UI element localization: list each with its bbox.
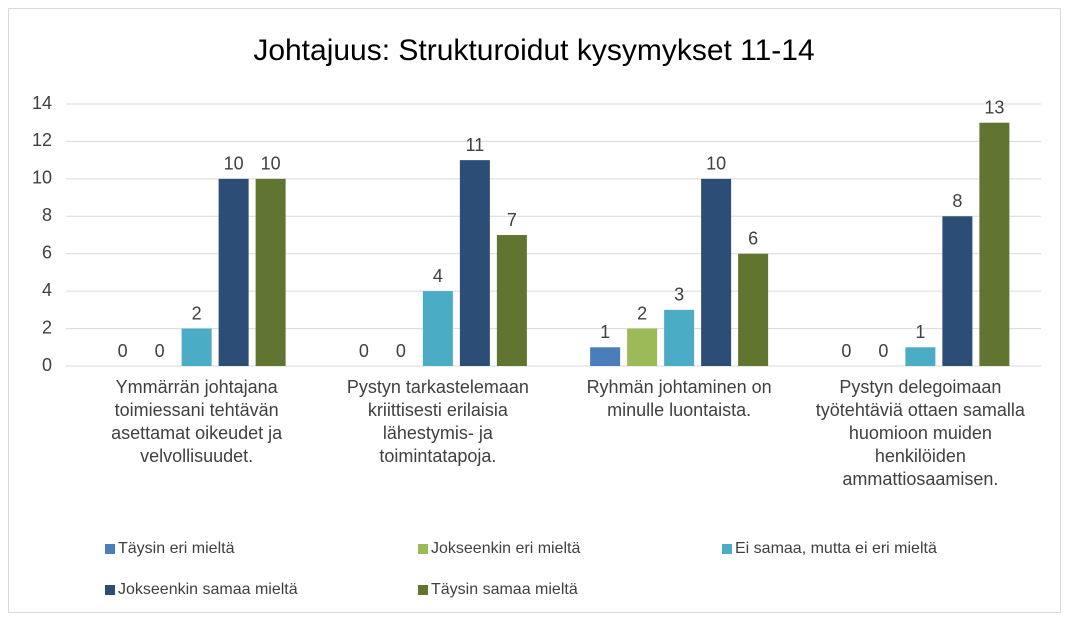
legend-swatch (105, 544, 115, 554)
bar (459, 160, 490, 366)
value-label: 13 (984, 97, 1004, 117)
value-label: 0 (359, 341, 369, 361)
bar (905, 347, 936, 366)
value-label: 10 (224, 154, 244, 174)
x-tick-label: Ryhmän johtaminen on minulle luontaista. (586, 377, 772, 420)
legend-swatch (418, 544, 428, 554)
bar (627, 328, 658, 366)
bar (422, 291, 453, 366)
value-label: 2 (192, 303, 202, 323)
legend-label: Jokseenkin eri mieltä (431, 540, 581, 557)
value-label: 2 (637, 303, 647, 323)
y-tick-label: 8 (42, 205, 52, 225)
legend-swatch (105, 585, 115, 595)
value-label: 0 (841, 341, 851, 361)
value-label: 11 (466, 135, 485, 155)
bar (218, 178, 249, 366)
chart-title: Johtajuus: Strukturoidut kysymykset 11-1… (253, 34, 814, 67)
value-label: 3 (674, 285, 684, 305)
x-tick-label: Pystyn tarkastelemaan kriittisesti erila… (346, 377, 529, 466)
bar (942, 216, 973, 366)
y-tick-label: 4 (42, 280, 52, 300)
y-tick-label: 0 (42, 355, 52, 375)
value-label: 10 (261, 154, 281, 174)
legend-swatch (418, 585, 428, 595)
bar (738, 253, 769, 366)
chart-border (8, 8, 1061, 613)
y-tick-label: 12 (32, 130, 52, 150)
bar (255, 178, 286, 366)
bar (701, 178, 732, 366)
legend-swatch (722, 544, 732, 554)
y-tick-label: 14 (32, 93, 52, 113)
value-label: 0 (878, 341, 888, 361)
bar (590, 347, 621, 366)
value-label: 0 (396, 341, 406, 361)
legend-label: Täysin eri mieltä (118, 540, 235, 557)
y-tick-label: 6 (42, 242, 52, 262)
bar (664, 309, 695, 366)
legend-label: Jokseenkin samaa mieltä (118, 581, 298, 598)
value-label: 8 (952, 191, 962, 211)
x-tick-label: Ymmärrän johtajana toimiessani tehtävän … (111, 377, 283, 466)
value-label: 4 (433, 266, 443, 286)
value-label: 1 (915, 322, 925, 342)
bar (496, 235, 527, 366)
x-tick-label: Pystyn delegoimaan työtehtäviä ottaen sa… (815, 377, 1025, 489)
legend-label: Täysin samaa mieltä (431, 581, 578, 598)
y-tick-label: 2 (42, 317, 52, 337)
value-label: 7 (507, 210, 517, 230)
bar (979, 122, 1010, 366)
value-label: 0 (155, 341, 165, 361)
value-label: 10 (706, 154, 726, 174)
y-tick-label: 10 (32, 168, 52, 188)
bar (181, 328, 212, 366)
value-label: 1 (600, 322, 610, 342)
value-label: 6 (748, 228, 758, 248)
legend-label: Ei samaa, mutta ei eri mieltä (735, 540, 937, 557)
value-label: 0 (118, 341, 128, 361)
